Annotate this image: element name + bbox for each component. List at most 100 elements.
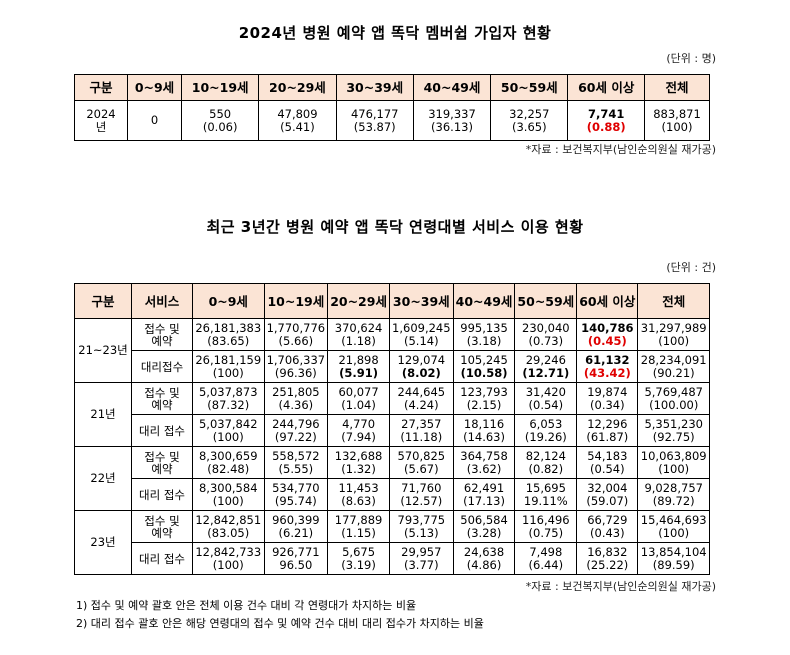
cell: 66,729 (0.43) bbox=[576, 510, 639, 543]
cell: 15,695 19.11% bbox=[514, 478, 578, 511]
cell: 47,809 (5.41) bbox=[258, 100, 337, 141]
service-usage-table: 구분 서비스 0~9세 10~19세 20~29세 30~39세 40~49세 … bbox=[74, 283, 710, 575]
header-age-0-9: 0~9세 bbox=[126, 74, 183, 101]
header-category: 구분 bbox=[74, 283, 132, 319]
cell: 26,181,383 (83.65) bbox=[192, 318, 265, 351]
cell: 5,675 (3.19) bbox=[327, 542, 390, 575]
cell: 1,770,776 (5.66) bbox=[263, 318, 329, 351]
cell: 244,796 (97.22) bbox=[263, 414, 329, 447]
cell: 61,132 (43.42) bbox=[576, 350, 639, 383]
cell: 5,037,873 (87.32) bbox=[192, 382, 265, 415]
cell: 27,357 (11.18) bbox=[388, 414, 454, 447]
header-age-20-29: 20~29세 bbox=[258, 74, 337, 101]
cell: 54,183 (0.54) bbox=[576, 446, 639, 479]
table2-body: 21~23년 접수 및 예약 26,181,383 (83.65) 1,770,776(… bbox=[74, 318, 710, 575]
cell: 11,453 (8.63) bbox=[327, 478, 390, 511]
cell: 19,874 (0.34) bbox=[576, 382, 639, 415]
table2-source: *자료 : 보건복지부(남인순의원실 재가공) bbox=[525, 580, 716, 593]
cell: 32,257 (3.65) bbox=[490, 100, 569, 141]
table1-row-2024: 2024 년 0 550 (0.06) 47,809 (5.41) 476,177(… bbox=[74, 100, 710, 141]
cell: 8,300,659 (82.48) bbox=[192, 446, 265, 479]
cell: 230,040 (0.73) bbox=[514, 318, 578, 351]
cell: 883,871 (100) bbox=[644, 100, 710, 141]
footnote-1: 1) 접수 및 예약 괄호 안은 전체 이용 건수 대비 각 연령대가 차지하는… bbox=[76, 599, 417, 612]
cell: 251,805 (4.36) bbox=[263, 382, 329, 415]
table1-title: 2024년 병원 예약 앱 똑닥 멤버쉽 가입자 현황 bbox=[238, 24, 552, 42]
header-age-10-19: 10~19세 bbox=[263, 283, 329, 319]
header-service: 서비스 bbox=[131, 283, 193, 319]
cell: 71,760 (12.57) bbox=[388, 478, 454, 511]
cell: 13,854,104 (89.59) bbox=[637, 542, 710, 575]
table1-unit: (단위 : 명) bbox=[666, 52, 716, 65]
cell: 926,771 96.50 bbox=[263, 542, 329, 575]
header-age-0-9: 0~9세 bbox=[192, 283, 265, 319]
cell: 18,116 (14.63) bbox=[452, 414, 516, 447]
cell: 960,399 (6.21) bbox=[263, 510, 329, 543]
table-row: 21년 접수 및 예약 5,037,873 (87.32) 251,805 (4.36) 6… bbox=[74, 382, 710, 447]
footnotes: 1) 접수 및 예약 괄호 안은 전체 이용 건수 대비 각 연령대가 차지하는… bbox=[76, 597, 484, 633]
header-age-50-59: 50~59세 bbox=[514, 283, 578, 319]
cell: 29,957 (3.77) bbox=[388, 542, 454, 575]
cell: 0 bbox=[126, 100, 183, 141]
table-row: 23년 접수 및 예약 12,842,851 (83.05) 960,399 (6.21)… bbox=[74, 510, 710, 575]
cell: 7,498 (6.44) bbox=[514, 542, 578, 575]
membership-table: 구분 0~9세 10~19세 20~29세 30~39세 40~49세 50~5… bbox=[74, 74, 710, 141]
cell: 8,300,584 (100) bbox=[192, 478, 265, 511]
header-age-40-49: 40~49세 bbox=[412, 74, 492, 101]
header-total: 전체 bbox=[644, 74, 710, 101]
cell: 5,351,230 (92.75) bbox=[637, 414, 710, 447]
group-label: 21~23년 bbox=[74, 318, 132, 383]
table-row: 대리접수 26,181,159 (100) 1,706,337 (96.36) 21,89… bbox=[75, 350, 710, 383]
header-age-10-19: 10~19세 bbox=[181, 74, 260, 101]
cell: 4,770 (7.94) bbox=[327, 414, 390, 447]
service-label: 대리 접수 bbox=[131, 414, 193, 447]
header-age-60-plus: 60세 이상 bbox=[567, 74, 646, 101]
cell: 105,245 (10.58) bbox=[452, 350, 516, 383]
cell: 5,037,842 (100) bbox=[192, 414, 265, 447]
cell: 29,246 (12.71) bbox=[514, 350, 578, 383]
service-label: 대리 접수 bbox=[131, 542, 193, 575]
cell: 28,234,091 (90.21) bbox=[637, 350, 710, 383]
row-label-2024: 2024 년 bbox=[74, 100, 128, 141]
cell: 62,491 (17.13) bbox=[452, 478, 516, 511]
cell: 123,793 (2.15) bbox=[452, 382, 516, 415]
cell: 140,786 (0.45) bbox=[576, 318, 639, 351]
table1-header-row: 구분 0~9세 10~19세 20~29세 30~39세 40~49세 50~5… bbox=[74, 74, 710, 101]
service-label: 접수 및 예약 bbox=[131, 318, 193, 351]
cell: 12,842,733 (100) bbox=[192, 542, 265, 575]
cell-highlight: 7,741 (0.88) bbox=[567, 100, 646, 141]
header-age-20-29: 20~29세 bbox=[327, 283, 390, 319]
cell: 364,758 (3.62) bbox=[452, 446, 516, 479]
service-label: 접수 및 예약 bbox=[131, 510, 193, 543]
cell: 6,053 (19.26) bbox=[514, 414, 578, 447]
service-label: 접수 및 예약 bbox=[131, 446, 193, 479]
cell: 31,297,989 (100) bbox=[637, 318, 710, 351]
cell: 129,074 (8.02) bbox=[388, 350, 454, 383]
service-label: 접수 및 예약 bbox=[131, 382, 193, 415]
table1-source: *자료 : 보건복지부(남인순의원실 재가공) bbox=[525, 143, 716, 156]
cell: 244,645 (4.24) bbox=[388, 382, 454, 415]
header-age-30-39: 30~39세 bbox=[388, 283, 454, 319]
cell: 534,770 (95.74) bbox=[263, 478, 329, 511]
cell: 24,638 (4.86) bbox=[452, 542, 516, 575]
group-label: 22년 bbox=[74, 446, 132, 511]
header-age-30-39: 30~39세 bbox=[335, 74, 414, 101]
cell: 132,688 (1.32) bbox=[327, 446, 390, 479]
cell: 476,177 (53.87) bbox=[335, 100, 414, 141]
cell: 116,496 (0.75) bbox=[514, 510, 578, 543]
cell: 558,572 (5.55) bbox=[263, 446, 329, 479]
cell: 31,420 (0.54) bbox=[514, 382, 578, 415]
cell: 506,584 (3.28) bbox=[452, 510, 516, 543]
cell: 793,775 (5.13) bbox=[388, 510, 454, 543]
table2-title: 최근 3년간 병원 예약 앱 똑닥 연령대별 서비스 이용 현황 bbox=[206, 218, 584, 236]
table-row: 대리 접수 12,842,733 (100) 926,771 96.50 5,675 (3.… bbox=[75, 542, 710, 575]
cell: 1,609,245 (5.14) bbox=[388, 318, 454, 351]
cell: 370,624 (1.18) bbox=[327, 318, 390, 351]
cell: 9,028,757 (89.72) bbox=[637, 478, 710, 511]
table-row: 대리 접수 5,037,842 (100) 244,796 (97.22) 4,770 (7… bbox=[75, 414, 710, 447]
service-label: 대리접수 bbox=[131, 350, 193, 383]
cell: 26,181,159 (100) bbox=[192, 350, 265, 383]
header-category: 구분 bbox=[74, 74, 128, 101]
group-label: 23년 bbox=[74, 510, 132, 575]
cell: 550 (0.06) bbox=[181, 100, 260, 141]
